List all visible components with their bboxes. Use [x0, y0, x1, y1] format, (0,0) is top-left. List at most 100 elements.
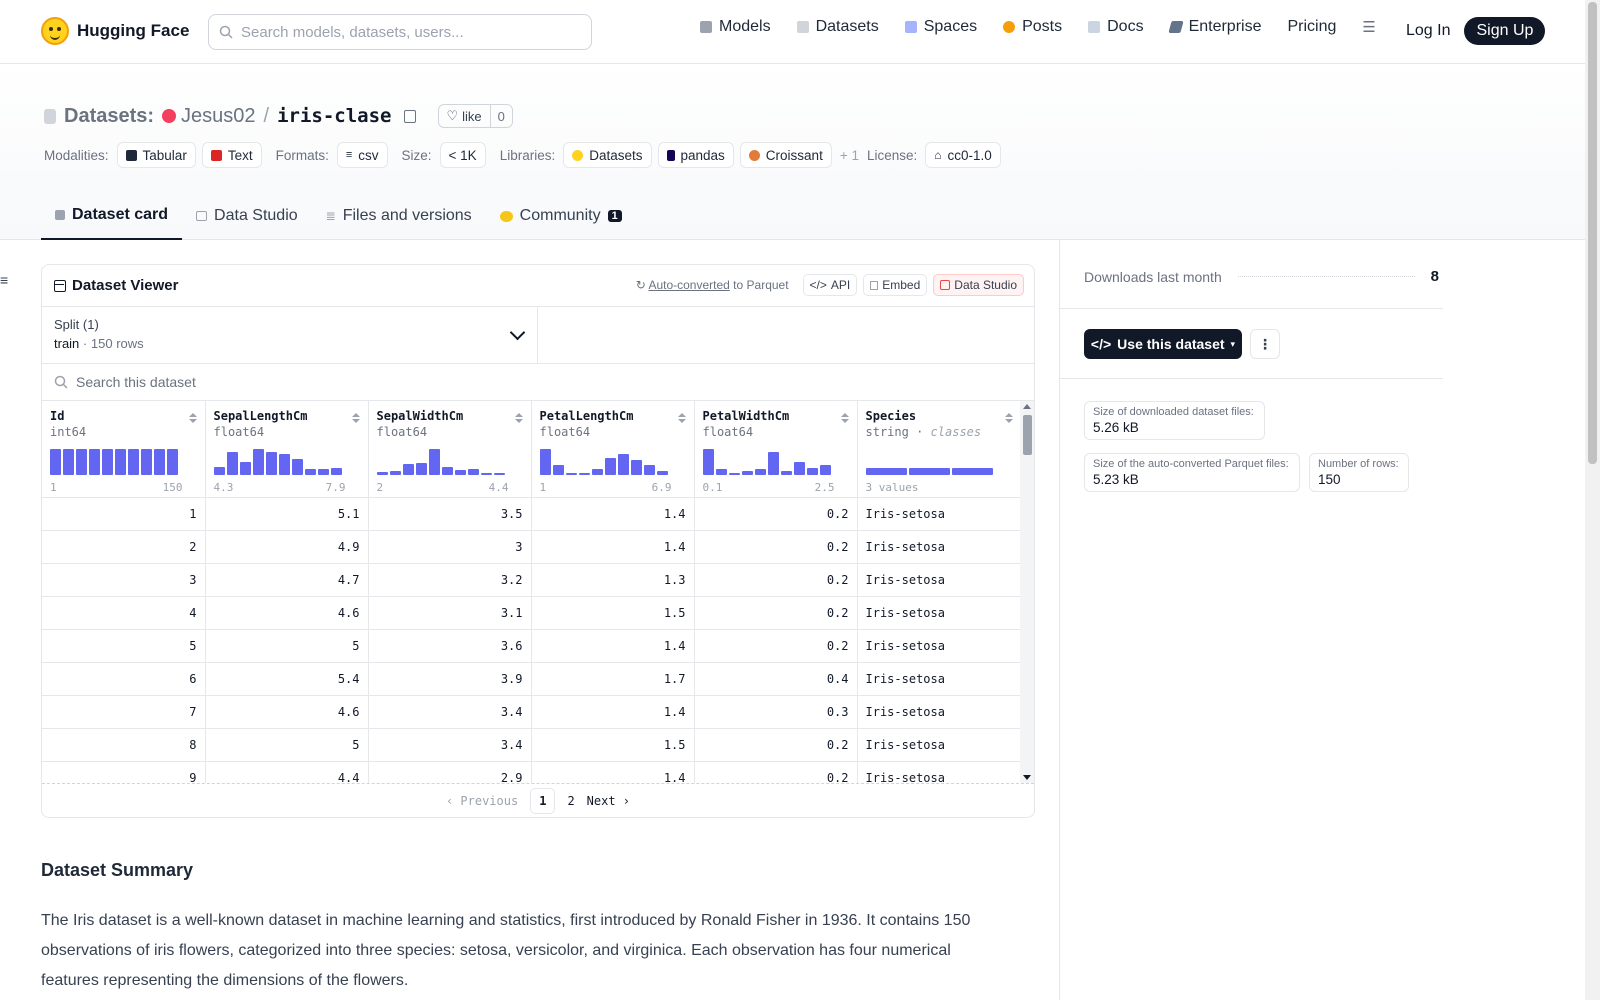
- tag-csv[interactable]: ≡ csv: [336, 142, 388, 168]
- copy-icon[interactable]: [403, 109, 416, 123]
- table-cell[interactable]: 3.4: [368, 728, 532, 762]
- table-cell[interactable]: 1.4: [531, 530, 695, 564]
- table-cell[interactable]: 3.5: [368, 497, 532, 531]
- table-cell[interactable]: 1.5: [531, 728, 695, 762]
- nav-models[interactable]: Models: [700, 18, 771, 36]
- dataset-search-input[interactable]: [76, 374, 476, 390]
- histogram-bar[interactable]: [728, 473, 740, 475]
- sidebar-toggle-icon[interactable]: ≡: [0, 272, 9, 288]
- table-cell[interactable]: 5.1: [205, 497, 369, 531]
- table-cell[interactable]: 4.4: [205, 761, 369, 783]
- histogram-bar[interactable]: [493, 473, 505, 475]
- table-cell[interactable]: 1.4: [531, 761, 695, 783]
- table-cell[interactable]: 3.4: [368, 695, 532, 729]
- table-row[interactable]: 2 4.9 3 1.4 0.2 Iris-setosa: [42, 530, 1022, 564]
- tag-license[interactable]: ⌂ cc0-1.0: [925, 142, 1001, 168]
- table-cell[interactable]: 4.7: [205, 563, 369, 597]
- table-scrollbar[interactable]: [1020, 401, 1034, 783]
- histogram-bar[interactable]: [715, 469, 727, 475]
- embed-button[interactable]: Embed: [863, 274, 928, 296]
- tab-community[interactable]: Community 1: [486, 192, 636, 240]
- libraries-more[interactable]: + 1: [839, 147, 859, 163]
- histogram-bar[interactable]: [402, 464, 414, 475]
- login-link[interactable]: Log In: [1406, 22, 1451, 39]
- histogram-bar[interactable]: [552, 465, 564, 475]
- table-cell[interactable]: 3.9: [368, 662, 532, 696]
- table-cell[interactable]: 4.9: [205, 530, 369, 564]
- scroll-thumb[interactable]: [1023, 415, 1032, 455]
- table-cell[interactable]: 9: [42, 761, 206, 783]
- column-header[interactable]: PetalLengthCm float64 1 6.9: [531, 401, 695, 498]
- histogram-bar[interactable]: [630, 460, 642, 475]
- histogram-bar[interactable]: [167, 448, 178, 475]
- table-row[interactable]: 9 4.4 2.9 1.4 0.2 Iris-setosa: [42, 761, 1022, 783]
- histogram-bar[interactable]: [428, 448, 440, 475]
- histogram-bar[interactable]: [780, 470, 792, 475]
- histogram-bar[interactable]: [908, 467, 951, 475]
- scroll-down-icon[interactable]: [1023, 775, 1031, 780]
- histogram-bar[interactable]: [226, 452, 238, 475]
- table-row[interactable]: 3 4.7 3.2 1.3 0.2 Iris-setosa: [42, 563, 1022, 597]
- histogram-bar[interactable]: [50, 448, 61, 475]
- table-cell[interactable]: 4.6: [205, 695, 369, 729]
- table-cell[interactable]: 5: [205, 728, 369, 762]
- table-cell[interactable]: Iris-setosa: [857, 629, 1022, 663]
- table-cell[interactable]: 3: [368, 530, 532, 564]
- histogram-bar[interactable]: [565, 473, 577, 475]
- histogram-bar[interactable]: [441, 466, 453, 475]
- histogram-bar[interactable]: [291, 458, 303, 475]
- global-search-input[interactable]: [241, 23, 561, 41]
- column-header[interactable]: Id int64 1 150: [42, 401, 206, 498]
- histogram-bar[interactable]: [154, 448, 165, 475]
- histogram-bar[interactable]: [539, 448, 551, 475]
- table-cell[interactable]: 0.3: [694, 695, 858, 729]
- auto-converted-link[interactable]: Auto-converted: [648, 278, 730, 292]
- sort-icon[interactable]: [514, 413, 523, 425]
- table-cell[interactable]: 0.2: [694, 530, 858, 564]
- table-cell[interactable]: 1.7: [531, 662, 695, 696]
- table-row[interactable]: 4 4.6 3.1 1.5 0.2 Iris-setosa: [42, 596, 1022, 630]
- nav-enterprise[interactable]: Enterprise: [1167, 18, 1261, 36]
- histogram-bar[interactable]: [754, 469, 766, 475]
- histogram-bar[interactable]: [741, 470, 753, 475]
- histogram-bar[interactable]: [793, 461, 805, 475]
- data-studio-button[interactable]: Data Studio: [933, 274, 1024, 296]
- histogram-bar[interactable]: [656, 470, 668, 475]
- table-cell[interactable]: 1.4: [531, 695, 695, 729]
- table-cell[interactable]: 1.4: [531, 629, 695, 663]
- next-page-button[interactable]: Next ›: [586, 793, 631, 808]
- page-1-button[interactable]: 1: [530, 787, 556, 814]
- table-cell[interactable]: Iris-setosa: [857, 530, 1022, 564]
- tag-datasets-lib[interactable]: Datasets: [563, 142, 652, 168]
- nav-pricing[interactable]: Pricing: [1287, 18, 1336, 36]
- histogram-bar[interactable]: [578, 473, 590, 475]
- table-cell[interactable]: 2: [42, 530, 206, 564]
- previous-page-button[interactable]: ‹ Previous: [445, 793, 519, 808]
- nav-docs[interactable]: Docs: [1088, 18, 1144, 36]
- table-cell[interactable]: Iris-setosa: [857, 662, 1022, 696]
- table-cell[interactable]: 4.6: [205, 596, 369, 630]
- page-scrollbar[interactable]: [1585, 0, 1600, 1000]
- table-cell[interactable]: 1.5: [531, 596, 695, 630]
- histogram-bar[interactable]: [643, 465, 655, 475]
- histogram-bar[interactable]: [604, 457, 616, 475]
- column-header[interactable]: SepalWidthCm float64 2 4.4: [368, 401, 532, 498]
- table-cell[interactable]: 1: [42, 497, 206, 531]
- table-cell[interactable]: Iris-setosa: [857, 695, 1022, 729]
- nav-more-menu[interactable]: ☰: [1362, 18, 1375, 36]
- histogram-bar[interactable]: [239, 461, 251, 475]
- more-options-button[interactable]: ⋮: [1250, 329, 1280, 359]
- scroll-up-icon[interactable]: [1023, 404, 1031, 409]
- table-cell[interactable]: 5.4: [205, 662, 369, 696]
- histogram-bar[interactable]: [128, 448, 139, 475]
- column-header[interactable]: SepalLengthCm float64 4.3 7.9: [205, 401, 369, 498]
- api-button[interactable]: </> API: [802, 274, 858, 296]
- histogram-bar[interactable]: [952, 467, 994, 475]
- table-row[interactable]: 6 5.4 3.9 1.7 0.4 Iris-setosa: [42, 662, 1022, 696]
- histogram-bar[interactable]: [865, 467, 907, 475]
- nav-posts[interactable]: Posts: [1003, 18, 1062, 36]
- sort-icon[interactable]: [677, 413, 686, 425]
- split-selector[interactable]: Split (1) train · 150 rows: [42, 307, 538, 363]
- sort-icon[interactable]: [351, 413, 360, 425]
- histogram-bar[interactable]: [767, 452, 779, 475]
